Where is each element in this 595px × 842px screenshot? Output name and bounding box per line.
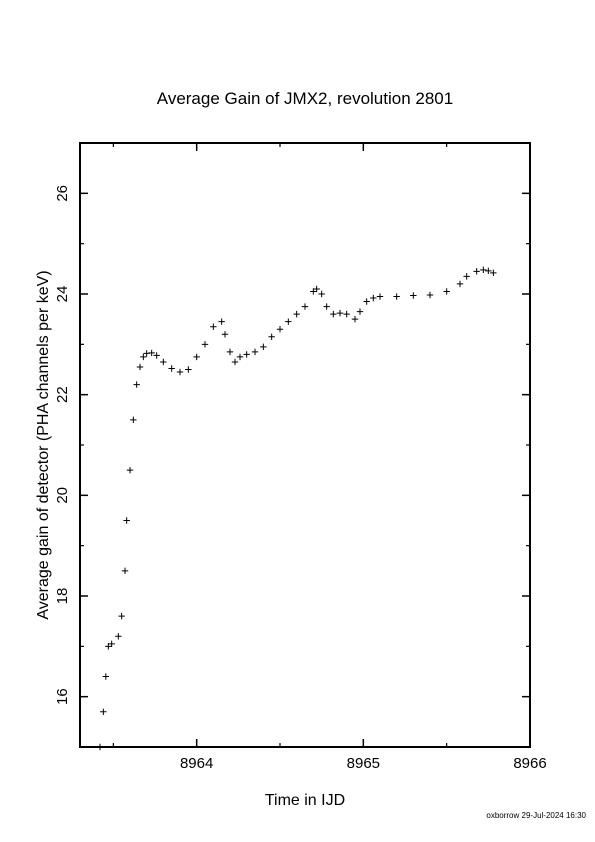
data-point <box>193 353 200 361</box>
data-point <box>426 291 434 299</box>
data-point <box>153 352 160 359</box>
data-point <box>251 348 259 356</box>
data-point <box>330 310 337 318</box>
data-point <box>231 358 239 366</box>
data-point <box>343 310 350 318</box>
footer-credit: oxborrow 29-Jul-2024 16:30 <box>486 811 586 820</box>
data-point <box>285 318 292 325</box>
y-tick-label: 16 <box>54 688 71 705</box>
data-point <box>136 363 144 371</box>
chart-title: Average Gain of JMX2, revolution 2801 <box>157 89 453 108</box>
data-point <box>118 612 125 620</box>
data-point <box>210 323 217 330</box>
data-point <box>105 643 112 650</box>
data-point <box>123 517 130 524</box>
data-points <box>96 266 497 751</box>
data-point <box>130 416 137 424</box>
data-point <box>490 269 497 277</box>
data-point <box>126 466 134 474</box>
data-point <box>363 298 370 305</box>
data-point <box>236 353 244 361</box>
data-point <box>96 743 104 751</box>
data-point <box>485 267 492 275</box>
data-point <box>351 315 359 323</box>
y-tick-label: 18 <box>54 588 71 605</box>
data-point <box>243 351 250 358</box>
y-tick-label: 26 <box>54 185 71 202</box>
data-point <box>393 293 400 300</box>
data-point <box>148 349 155 357</box>
data-point <box>456 280 464 288</box>
x-axis-label: Time in IJD <box>265 792 345 809</box>
data-point <box>140 353 147 361</box>
data-point <box>410 292 417 299</box>
y-tick-label: 24 <box>54 286 71 303</box>
data-point <box>443 288 450 295</box>
data-point <box>480 266 487 274</box>
data-point <box>310 288 317 295</box>
data-point <box>115 633 122 640</box>
data-point <box>168 365 175 372</box>
data-point <box>301 303 309 310</box>
data-point <box>176 368 184 376</box>
data-point <box>221 331 229 338</box>
data-point <box>108 640 115 648</box>
data-point <box>318 290 325 298</box>
data-point <box>260 343 267 351</box>
axis-tick-labels: 16 18 20 22 24 26 8964 8965 8966 <box>54 185 547 772</box>
data-point <box>201 341 209 348</box>
y-axis-label: Average gain of detector (PHA channels p… <box>35 270 52 619</box>
data-point <box>121 567 129 575</box>
data-point <box>185 366 192 373</box>
data-point <box>323 303 330 310</box>
data-point <box>473 268 480 275</box>
y-tick-label: 20 <box>54 487 71 504</box>
data-point <box>463 273 470 280</box>
data-point <box>133 381 140 388</box>
data-point <box>313 285 320 293</box>
axis-ticks <box>80 142 531 748</box>
data-point <box>268 333 275 340</box>
data-point <box>143 350 150 357</box>
data-point <box>376 293 384 300</box>
data-point <box>276 326 284 333</box>
x-tick-label: 8965 <box>347 755 380 772</box>
x-tick-label: 8964 <box>180 755 213 772</box>
plot-frame <box>79 142 531 748</box>
data-point <box>293 310 300 318</box>
data-point <box>336 309 344 317</box>
data-point <box>226 348 234 356</box>
x-tick-label: 8966 <box>513 755 546 772</box>
data-point <box>370 294 377 302</box>
data-point <box>160 358 167 366</box>
data-point <box>356 308 364 315</box>
data-point <box>218 318 225 325</box>
data-point <box>100 708 107 715</box>
y-tick-label: 22 <box>54 386 71 403</box>
data-point <box>102 673 110 680</box>
